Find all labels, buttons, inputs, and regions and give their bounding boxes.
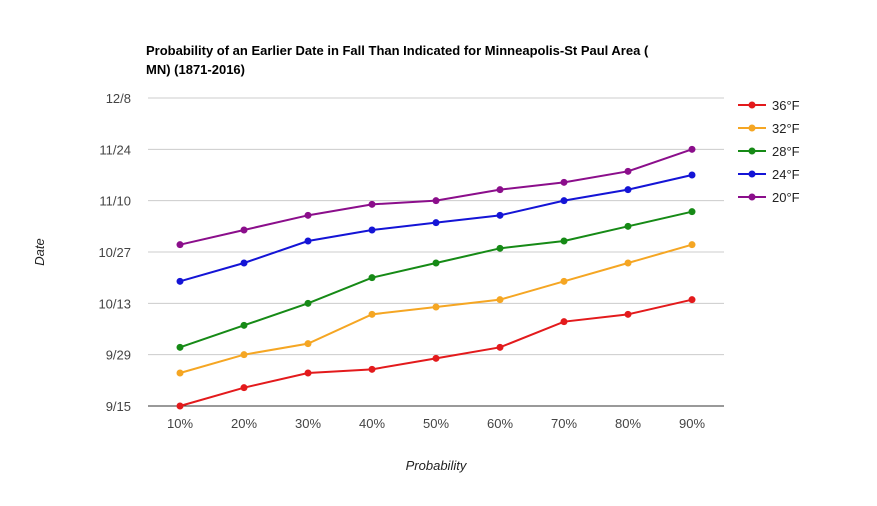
- legend-label: 20°F: [772, 190, 800, 205]
- chart-title-line-2: MN) (1871-2016): [146, 62, 245, 77]
- series-group: [176, 145, 696, 410]
- data-point: [688, 171, 696, 179]
- data-point: [432, 219, 440, 227]
- legend-swatch-dot: [748, 170, 756, 178]
- data-point: [240, 259, 248, 267]
- data-point: [496, 244, 504, 252]
- data-point: [240, 351, 248, 359]
- x-tick-label: 10%: [167, 416, 193, 431]
- data-point: [688, 296, 696, 304]
- data-point: [240, 226, 248, 234]
- y-axis-ticks: 9/15 9/29 10/13 10/27 11/10 11/24 12/8: [98, 91, 131, 414]
- data-point: [624, 222, 632, 230]
- data-point: [432, 259, 440, 267]
- data-point: [688, 208, 696, 216]
- data-point: [688, 145, 696, 153]
- data-point: [432, 303, 440, 311]
- data-point: [368, 226, 376, 234]
- legend-label: 32°F: [772, 121, 800, 136]
- x-axis-ticks: 10% 20% 30% 40% 50% 60% 70% 80% 90%: [167, 416, 705, 431]
- data-point: [240, 321, 248, 329]
- data-point: [624, 310, 632, 318]
- y-tick-label: 10/13: [98, 296, 131, 311]
- legend-swatch-dot: [748, 101, 756, 109]
- x-tick-label: 50%: [423, 416, 449, 431]
- legend-label: 24°F: [772, 167, 800, 182]
- data-point: [496, 343, 504, 351]
- y-tick-label: 10/27: [98, 245, 131, 260]
- data-point: [304, 340, 312, 348]
- data-point: [624, 167, 632, 175]
- x-tick-label: 40%: [359, 416, 385, 431]
- x-tick-label: 30%: [295, 416, 321, 431]
- data-point: [560, 197, 568, 205]
- legend-swatch-dot: [748, 193, 756, 201]
- data-point: [304, 369, 312, 377]
- x-tick-label: 20%: [231, 416, 257, 431]
- data-point: [560, 178, 568, 186]
- x-tick-label: 70%: [551, 416, 577, 431]
- data-point: [432, 354, 440, 362]
- data-point: [624, 186, 632, 194]
- data-point: [560, 277, 568, 285]
- legend-swatch-dot: [748, 124, 756, 132]
- data-point: [432, 197, 440, 205]
- data-point: [368, 200, 376, 208]
- legend-item: 32°F: [738, 121, 800, 136]
- data-point: [368, 365, 376, 373]
- data-point: [176, 277, 184, 285]
- data-point: [368, 274, 376, 282]
- series-line: [179, 148, 693, 246]
- data-point: [688, 241, 696, 249]
- legend-label: 28°F: [772, 144, 800, 159]
- data-point: [176, 402, 184, 410]
- data-point: [560, 318, 568, 326]
- data-point: [496, 186, 504, 194]
- y-tick-label: 9/29: [106, 348, 131, 363]
- data-point: [624, 259, 632, 267]
- x-tick-label: 90%: [679, 416, 705, 431]
- data-point: [496, 296, 504, 304]
- y-tick-label: 11/24: [99, 142, 131, 157]
- data-point: [368, 310, 376, 318]
- data-point: [560, 237, 568, 245]
- data-point: [304, 237, 312, 245]
- series-line: [179, 210, 693, 349]
- data-point: [304, 211, 312, 219]
- legend-swatch-dot: [748, 147, 756, 155]
- y-tick-label: 12/8: [106, 91, 131, 106]
- x-tick-label: 60%: [487, 416, 513, 431]
- legend-label: 36°F: [772, 98, 800, 113]
- x-tick-label: 80%: [615, 416, 641, 431]
- legend-item: 36°F: [738, 98, 800, 113]
- data-point: [176, 343, 184, 351]
- y-axis-title: Date: [32, 238, 47, 265]
- x-axis-title: Probability: [406, 458, 468, 473]
- legend: 36°F 32°F 28°F 24°F 20°F: [738, 98, 800, 205]
- data-point: [176, 241, 184, 249]
- data-point: [496, 211, 504, 219]
- y-tick-label: 9/15: [106, 399, 131, 414]
- chart-title-line-1: Probability of an Earlier Date in Fall T…: [146, 43, 649, 58]
- y-tick-label: 11/10: [99, 194, 131, 209]
- data-point: [176, 369, 184, 377]
- data-point: [240, 384, 248, 392]
- data-point: [304, 299, 312, 307]
- legend-item: 20°F: [738, 190, 800, 205]
- legend-item: 24°F: [738, 167, 800, 182]
- legend-item: 28°F: [738, 144, 800, 159]
